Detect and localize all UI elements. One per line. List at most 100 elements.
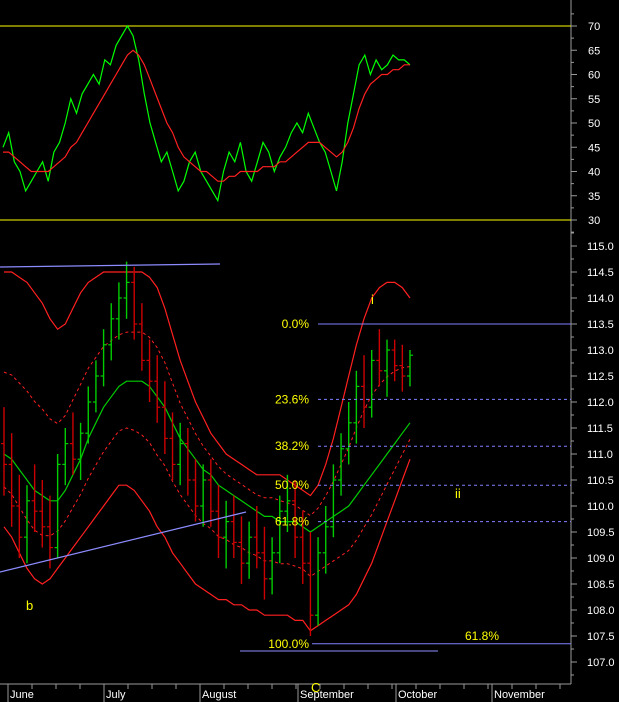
price-bar: [376, 329, 383, 387]
wave-label-i: i: [371, 292, 374, 307]
bollinger-lower: [3, 458, 411, 632]
price-tick-label: 110.0: [587, 501, 614, 513]
price-tick-label: 114.0: [587, 293, 614, 305]
price-tick-label: 112.5: [587, 371, 614, 383]
price-bar: [276, 495, 283, 564]
price-bar: [269, 537, 276, 595]
extension-label: 61.8%: [465, 629, 499, 643]
price-bar: [399, 344, 406, 392]
price-bar: [215, 485, 222, 558]
indicator-tick-label: 60: [588, 70, 600, 82]
price-bar: [200, 464, 207, 527]
fib-level-label: 0.0%: [282, 317, 310, 331]
price-bar: [8, 433, 15, 527]
price-bar: [115, 282, 122, 340]
price-tick-label: 114.5: [587, 267, 614, 279]
price-bar: [100, 329, 107, 387]
price-bar: [315, 537, 322, 626]
price-tick-label: 109.0: [587, 553, 615, 565]
price-bar: [169, 412, 176, 480]
price-bar: [322, 506, 329, 574]
price-bar: [299, 511, 306, 584]
price-tick-label: 108.0: [587, 605, 615, 617]
trendlines: [0, 263, 247, 573]
price-bar: [184, 428, 191, 496]
inner-envelope-upper: [3, 331, 411, 517]
price-tick-label: 113.5: [587, 319, 614, 331]
price-bar: [39, 480, 46, 548]
price-bar: [284, 474, 291, 532]
x-tick-label: July: [106, 689, 126, 701]
price-bar: [23, 485, 30, 564]
price-bar: [69, 412, 76, 475]
price-bar: [391, 339, 398, 382]
price-y-axis: 115.0 114.5 114.0 113.5 113.0 112.5 112.0 111.5…: [571, 232, 615, 676]
fib-level-label: 50.0%: [275, 478, 309, 492]
indicator-guide-lines: [0, 25, 571, 221]
price-bar: [154, 355, 161, 423]
fib-level-label: 61.8%: [275, 515, 309, 529]
price-tick-label: 107.0: [587, 657, 615, 669]
price-bar: [16, 474, 23, 558]
price-bar: [138, 303, 145, 371]
price-bar: [146, 339, 153, 402]
price-tick-label: 110.5: [587, 475, 614, 487]
price-bar: [353, 370, 360, 444]
price-bars: [1, 261, 413, 636]
price-bar: [261, 526, 268, 600]
fib-level-label: 23.6%: [275, 392, 309, 406]
bollinger-upper: [4, 271, 411, 497]
price-bar: [92, 360, 99, 413]
price-bar: [85, 386, 92, 444]
signal-line: [3, 49, 410, 182]
x-tick-label: September: [300, 689, 354, 701]
price-bar: [177, 422, 184, 486]
time-x-axis: June July August September October November: [7, 684, 561, 702]
lower-trendline: [0, 511, 247, 573]
price-bar: [223, 500, 230, 569]
indicator-tick-label: 65: [588, 45, 600, 57]
indicator-tick-label: 50: [588, 118, 600, 130]
price-bar: [77, 422, 84, 480]
price-bar: [292, 480, 299, 558]
indicator-tick-label: 45: [588, 142, 600, 154]
price-bar: [368, 350, 375, 418]
indicator-tick-label: 35: [588, 191, 600, 203]
price-bar: [384, 339, 391, 397]
price-tick-label: 107.5: [587, 631, 615, 643]
price-tick-label: 112.0: [587, 397, 614, 409]
moving-average: [3, 380, 411, 533]
price-bar: [46, 495, 53, 569]
fib-level-label: 100.0%: [268, 637, 309, 651]
price-bar: [345, 402, 352, 465]
wave-label-ii: ii: [455, 486, 461, 501]
price-bar: [161, 381, 168, 454]
price-bar: [1, 407, 7, 496]
price-bar: [238, 516, 245, 584]
indicator-tick-label: 70: [588, 21, 600, 33]
indicator-y-axis: 70 65 60 55 50 45 40 35 30: [571, 13, 600, 233]
fib-level-label: 38.2%: [275, 439, 309, 453]
x-tick-label: October: [398, 689, 437, 701]
fibonacci-retracement: 0.0% 23.6% 38.2% 50.0% 61.8% 100.0%: [268, 317, 571, 651]
wave-label-b: b: [26, 598, 33, 613]
bollinger-bands: [3, 271, 411, 632]
price-bar: [307, 532, 314, 636]
price-bar: [192, 459, 199, 522]
upper-trendline: [0, 263, 221, 268]
x-tick-label: August: [202, 689, 236, 701]
indicator-tick-label: 30: [588, 215, 600, 227]
price-bar: [330, 464, 337, 538]
price-bar: [123, 261, 130, 319]
inner-envelope-lower: [3, 427, 411, 578]
price-bar: [108, 303, 115, 361]
price-tick-label: 113.0: [587, 345, 614, 357]
price-tick-label: 109.5: [587, 527, 615, 539]
oscillator-line: [2, 24, 411, 203]
price-bar: [131, 266, 138, 340]
x-tick-label: November: [494, 689, 545, 701]
price-bar: [338, 433, 345, 496]
price-bar: [54, 454, 61, 558]
price-tick-label: 111.5: [587, 423, 613, 435]
